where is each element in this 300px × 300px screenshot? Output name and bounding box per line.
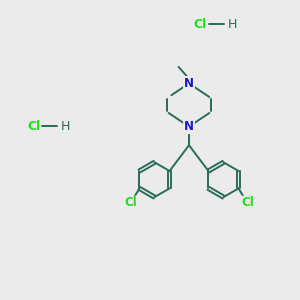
Text: Cl: Cl	[124, 196, 137, 209]
Text: N: N	[184, 77, 194, 90]
Text: Cl: Cl	[27, 119, 40, 133]
Text: N: N	[184, 120, 194, 133]
Text: H: H	[227, 17, 237, 31]
Text: Cl: Cl	[241, 196, 254, 209]
Text: Cl: Cl	[194, 17, 207, 31]
Text: H: H	[61, 119, 70, 133]
